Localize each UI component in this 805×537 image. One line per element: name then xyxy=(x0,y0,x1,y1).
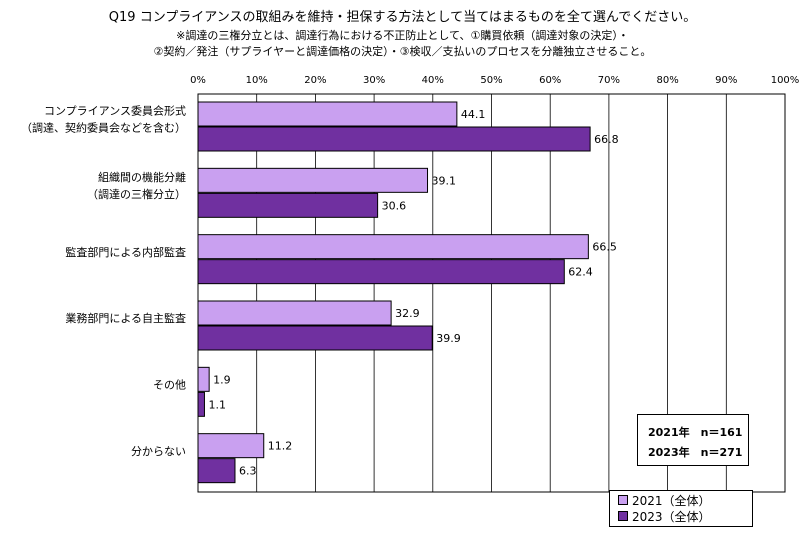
category-label-2-0: 監査部門による内部監査 xyxy=(65,245,186,259)
data-label-0-0: 44.1 xyxy=(461,108,486,121)
data-label-4-1: 1.1 xyxy=(208,398,226,411)
sample-size-2023: 2023年 n＝271 xyxy=(648,446,743,459)
data-label-1-0: 39.1 xyxy=(432,174,457,187)
bar-3-0 xyxy=(197,300,392,326)
chart-subtitle-line-2: ②契約／発注（サプライヤーと調達価格の決定）・③検収／支払いのプロセスを分離独立… xyxy=(153,45,652,58)
data-label-5-0: 11.2 xyxy=(268,440,293,453)
category-label-4-0: その他 xyxy=(153,379,186,392)
chart-subtitle-line-1: ※調達の三権分立とは、調達行為における不正防止として、①購買依頼（調達対象の決定… xyxy=(176,29,629,42)
category-label-5-0: 分からない xyxy=(131,445,186,458)
sample-size-box: 2021年 n＝161 2023年 n＝271 xyxy=(637,414,749,466)
x-tick-label-9: 90% xyxy=(715,75,737,86)
chart-title: Q19 コンプライアンスの取組みを維持・担保する方法として当てはまるものを全て選… xyxy=(108,10,697,25)
bar-2-0 xyxy=(197,234,589,260)
category-label-1-0: 組織間の機能分離 xyxy=(98,170,186,184)
bar-2-1 xyxy=(197,259,565,285)
x-tick-label-4: 40% xyxy=(422,75,444,86)
bar-4-0 xyxy=(197,366,210,392)
data-label-5-1: 6.3 xyxy=(239,465,257,478)
legend-label-2021: 2021（全体） xyxy=(632,494,711,508)
category-label-0-0: コンプライアンス委員会形式 xyxy=(44,105,186,118)
bar-3-1 xyxy=(197,325,433,351)
data-label-1-1: 30.6 xyxy=(382,199,407,212)
data-label-2-1: 62.4 xyxy=(568,266,593,279)
legend-swatch-2021 xyxy=(618,495,628,505)
legend: 2021（全体） 2023（全体） xyxy=(609,490,753,527)
sample-size-2021: 2021年 n＝161 xyxy=(648,426,743,439)
category-label-0-1: （調達、契約委員会などを含む） xyxy=(21,121,186,135)
legend-item-2021: 2021（全体） xyxy=(618,493,752,509)
x-tick-label-7: 70% xyxy=(598,75,620,86)
x-tick-label-2: 20% xyxy=(304,75,326,86)
data-label-0-1: 66.8 xyxy=(594,133,619,146)
data-label-2-0: 66.5 xyxy=(592,241,617,254)
legend-item-2023: 2023（全体） xyxy=(618,509,752,525)
data-label-4-0: 1.9 xyxy=(213,373,231,386)
legend-swatch-2023 xyxy=(618,511,628,521)
bar-0-1 xyxy=(197,126,591,152)
x-tick-label-10: 100% xyxy=(771,75,800,86)
legend-label-2023: 2023（全体） xyxy=(632,510,711,524)
x-tick-label-1: 10% xyxy=(246,75,268,86)
x-tick-label-8: 80% xyxy=(656,75,678,86)
bar-4-1 xyxy=(197,391,205,417)
bar-5-0 xyxy=(197,433,265,459)
bar-1-0 xyxy=(197,167,429,193)
x-tick-label-6: 60% xyxy=(539,75,561,86)
data-label-3-1: 39.9 xyxy=(436,332,461,345)
bar-1-1 xyxy=(197,192,379,218)
x-tick-label-0: 0% xyxy=(190,75,206,86)
data-label-3-0: 32.9 xyxy=(395,307,420,320)
category-label-1-1: （調達の三権分立） xyxy=(87,187,186,201)
category-label-3-0: 業務部門による自主監査 xyxy=(65,311,186,325)
x-tick-label-5: 50% xyxy=(480,75,502,86)
x-tick-label-3: 30% xyxy=(363,75,385,86)
bar-0-0 xyxy=(197,101,458,127)
bar-5-1 xyxy=(197,458,236,484)
